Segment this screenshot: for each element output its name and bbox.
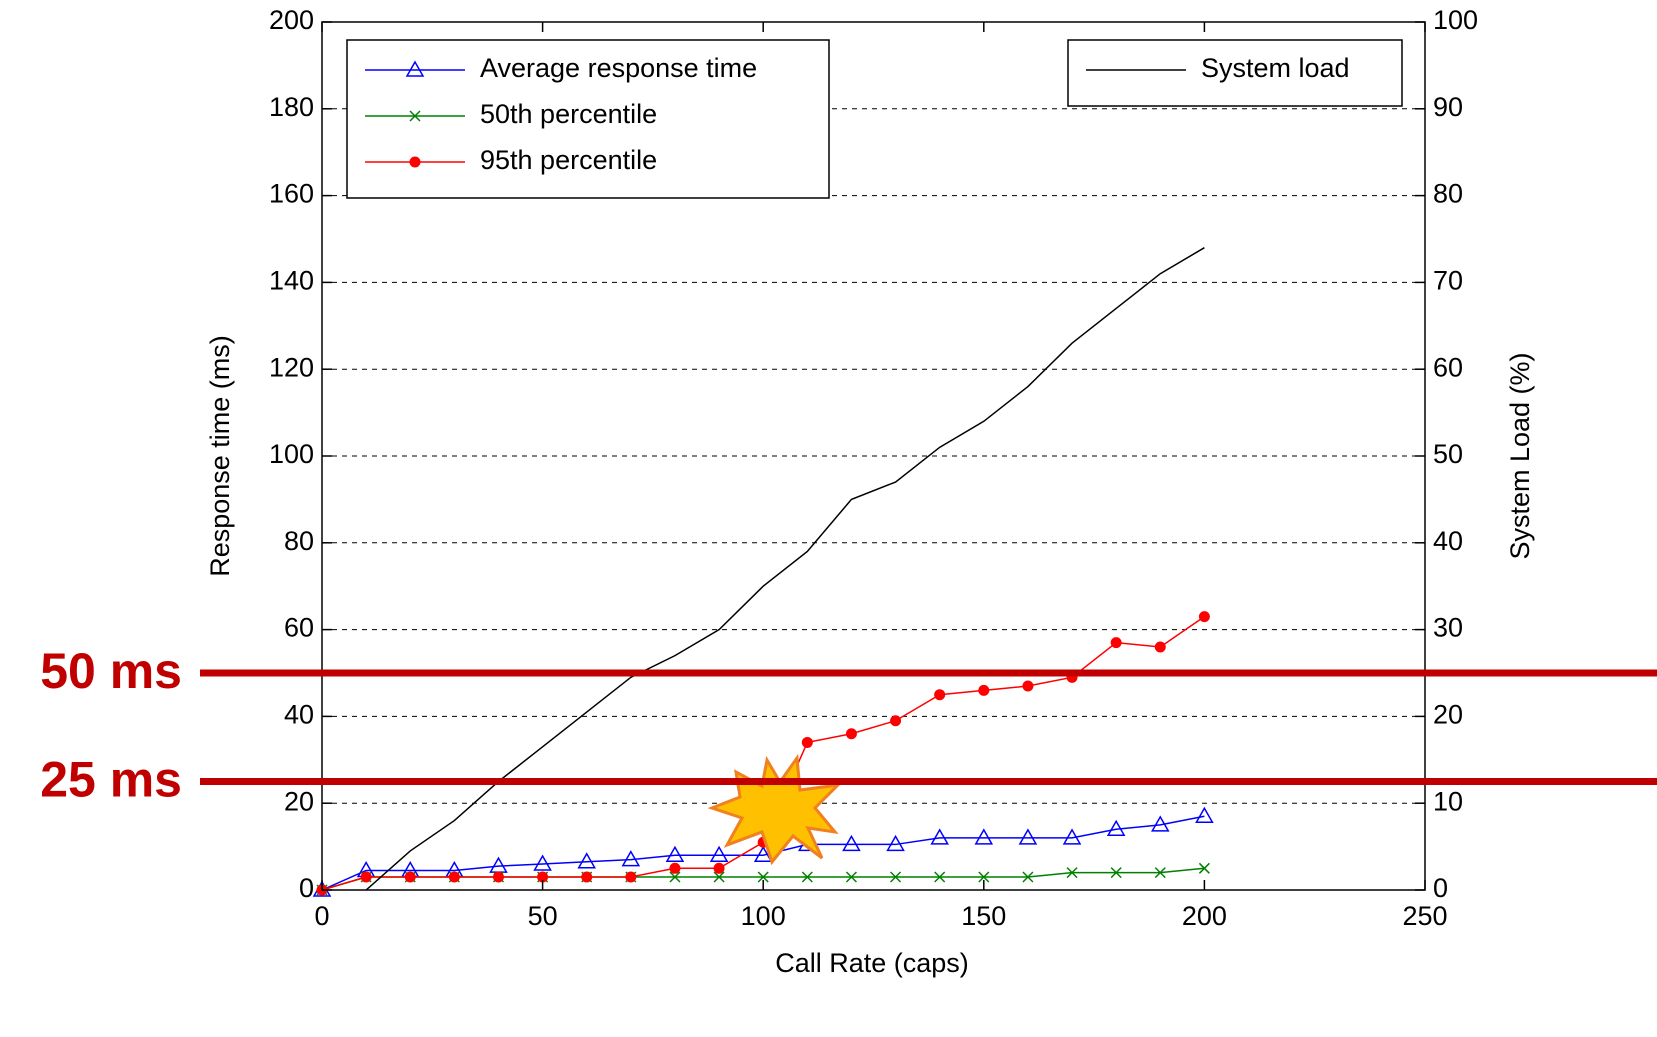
marker (845, 728, 857, 740)
marker (1062, 828, 1082, 845)
y2-tick-label: 90 (1433, 92, 1463, 122)
marker (1106, 819, 1126, 836)
marker (669, 871, 681, 883)
series-line (365, 247, 1205, 891)
marker (801, 736, 813, 748)
marker (753, 845, 773, 863)
y2-tick-label: 100 (1433, 5, 1478, 35)
legend-label: 50th percentile (480, 99, 657, 129)
marker (404, 871, 416, 883)
y-tick-label: 120 (269, 352, 314, 382)
legend-box (346, 39, 830, 199)
y2-tick-label: 10 (1433, 786, 1463, 816)
marker (713, 862, 725, 874)
marker (757, 871, 769, 883)
marker (409, 156, 421, 168)
marker (842, 834, 861, 852)
marker (621, 850, 641, 867)
marker (978, 871, 990, 883)
x-tick-label: 250 (1402, 901, 1447, 931)
marker (934, 689, 946, 701)
marker (890, 871, 902, 883)
marker (1066, 867, 1078, 879)
marker (1018, 828, 1038, 845)
x-tick-label: 100 (741, 901, 786, 931)
marker (581, 871, 593, 883)
marker (577, 852, 597, 869)
marker (1022, 871, 1034, 883)
y-tick-label: 0 (299, 873, 314, 903)
threshold-label: 50 ms (40, 643, 182, 699)
marker (934, 871, 946, 883)
marker (669, 862, 681, 874)
marker (1198, 862, 1210, 874)
marker (533, 854, 552, 871)
x-tick-label: 50 (528, 901, 558, 931)
marker (890, 715, 902, 727)
y-tick-label: 100 (269, 439, 314, 469)
marker (1150, 815, 1170, 832)
y-tick-label: 140 (269, 266, 314, 296)
marker (886, 834, 905, 852)
marker (709, 845, 729, 863)
y2-tick-label: 20 (1433, 700, 1463, 730)
y-tick-label: 200 (269, 5, 314, 35)
marker (845, 871, 857, 883)
marker (409, 110, 421, 122)
legend: System load (1067, 39, 1403, 107)
y-tick-label: 20 (284, 786, 314, 816)
x-tick-label: 0 (314, 901, 329, 931)
x-tick-label: 200 (1182, 901, 1227, 931)
y-tick-label: 60 (284, 613, 314, 643)
y2-tick-label: 30 (1433, 613, 1463, 643)
y2-tick-label: 70 (1433, 266, 1463, 296)
marker (1110, 637, 1122, 649)
legend-label: Average response time (480, 53, 757, 83)
legend: Average response time 50th percentile 95th… (346, 39, 830, 199)
series-line (321, 815, 1205, 891)
y-tick-label: 40 (284, 700, 314, 730)
marker (665, 845, 685, 863)
y2-tick-label: 0 (1433, 873, 1448, 903)
threshold-label: 25 ms (40, 752, 182, 808)
legend-label: 95th percentile (480, 145, 657, 175)
marker (405, 60, 425, 77)
marker (801, 871, 813, 883)
marker (1198, 611, 1210, 623)
y2-axis-label: System Load (%) (1505, 352, 1535, 559)
y2-tick-label: 80 (1433, 179, 1463, 209)
x-tick-label: 150 (961, 901, 1006, 931)
y2-tick-label: 40 (1433, 526, 1463, 556)
marker (360, 871, 372, 883)
marker (448, 871, 460, 883)
marker (978, 684, 990, 696)
marker (1154, 641, 1166, 653)
y2-tick-label: 60 (1433, 352, 1463, 382)
marker (1195, 806, 1214, 823)
y-tick-label: 180 (269, 92, 314, 122)
marker (492, 871, 504, 883)
legend-box (1067, 39, 1403, 107)
y-tick-label: 160 (269, 179, 314, 209)
marker (1022, 680, 1034, 692)
marker (713, 871, 725, 883)
marker (974, 828, 994, 845)
y-axis-label: Response time (ms) (205, 335, 235, 577)
series (312, 247, 1214, 897)
y2-tick-label: 50 (1433, 439, 1463, 469)
marker (930, 828, 949, 845)
x-axis-label: Call Rate (caps) (775, 948, 969, 978)
marker (625, 871, 637, 883)
y-tick-label: 80 (284, 526, 314, 556)
legend-label: System load (1201, 53, 1350, 83)
marker (1154, 867, 1166, 879)
marker (1110, 867, 1122, 879)
